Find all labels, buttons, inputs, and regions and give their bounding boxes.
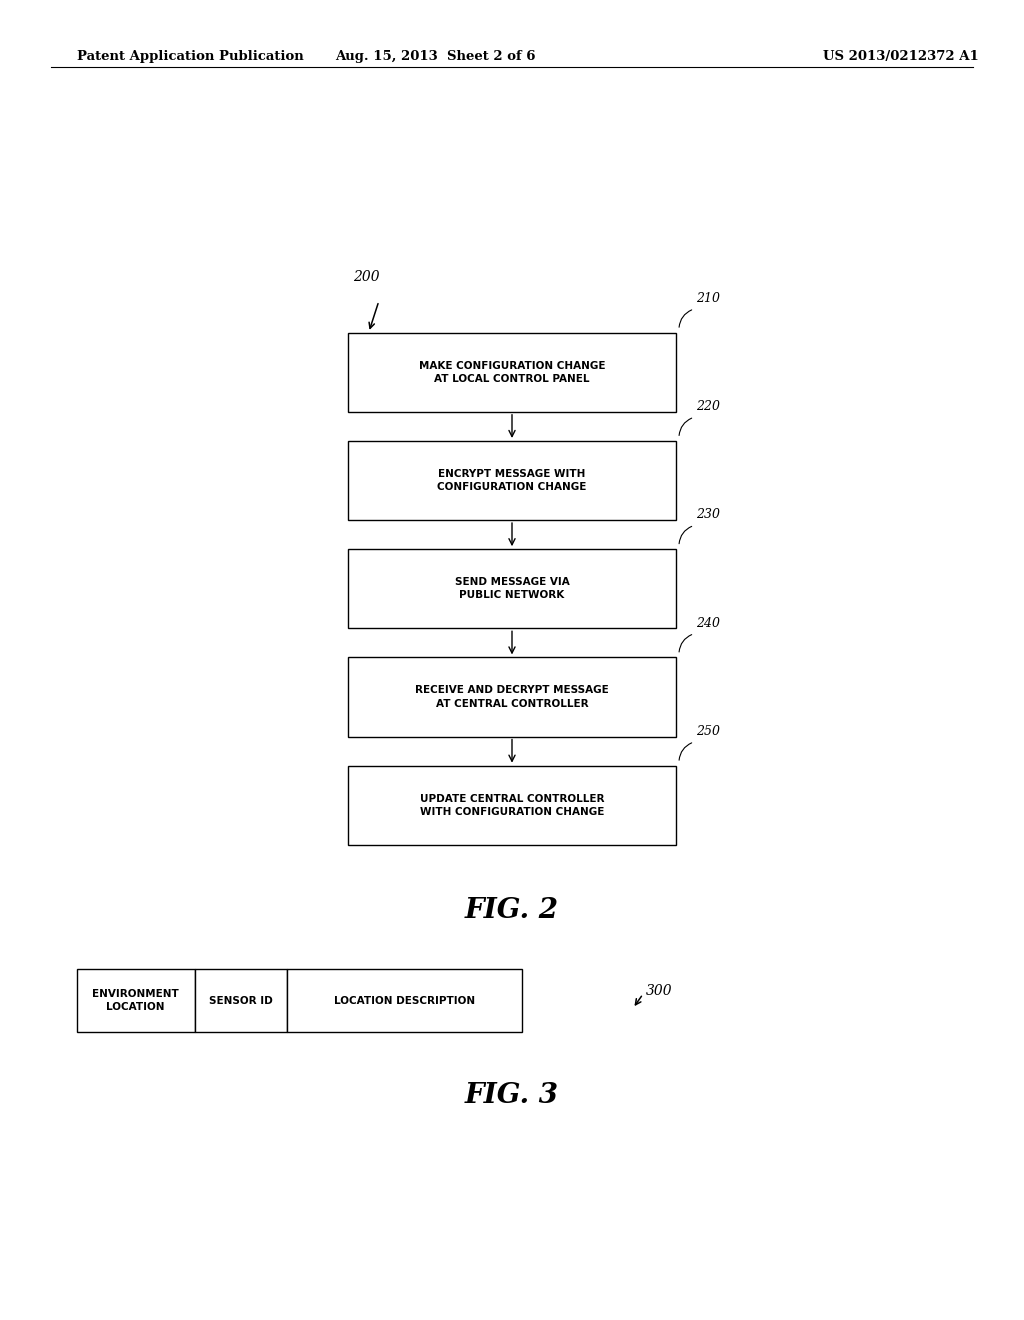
- Text: 230: 230: [696, 508, 720, 521]
- Text: 300: 300: [646, 985, 673, 998]
- Text: US 2013/0212372 A1: US 2013/0212372 A1: [823, 50, 979, 63]
- Text: SEND MESSAGE VIA
PUBLIC NETWORK: SEND MESSAGE VIA PUBLIC NETWORK: [455, 577, 569, 601]
- Text: RECEIVE AND DECRYPT MESSAGE
AT CENTRAL CONTROLLER: RECEIVE AND DECRYPT MESSAGE AT CENTRAL C…: [415, 685, 609, 709]
- Text: 240: 240: [696, 616, 720, 630]
- Text: Aug. 15, 2013  Sheet 2 of 6: Aug. 15, 2013 Sheet 2 of 6: [335, 50, 536, 63]
- Bar: [348, 441, 676, 520]
- Text: MAKE CONFIGURATION CHANGE
AT LOCAL CONTROL PANEL: MAKE CONFIGURATION CHANGE AT LOCAL CONTR…: [419, 360, 605, 384]
- Text: FIG. 2: FIG. 2: [465, 898, 559, 924]
- Bar: [77, 969, 195, 1032]
- Text: LOCATION DESCRIPTION: LOCATION DESCRIPTION: [334, 995, 475, 1006]
- Bar: [287, 969, 522, 1032]
- Text: UPDATE CENTRAL CONTROLLER
WITH CONFIGURATION CHANGE: UPDATE CENTRAL CONTROLLER WITH CONFIGURA…: [420, 793, 604, 817]
- Bar: [348, 766, 676, 845]
- Text: 220: 220: [696, 400, 720, 413]
- Bar: [348, 333, 676, 412]
- Text: FIG. 3: FIG. 3: [465, 1082, 559, 1109]
- Text: 250: 250: [696, 725, 720, 738]
- Text: 200: 200: [353, 271, 380, 284]
- Bar: [195, 969, 287, 1032]
- Bar: [348, 657, 676, 737]
- Text: ENCRYPT MESSAGE WITH
CONFIGURATION CHANGE: ENCRYPT MESSAGE WITH CONFIGURATION CHANG…: [437, 469, 587, 492]
- Text: 210: 210: [696, 292, 720, 305]
- Bar: [348, 549, 676, 628]
- Text: SENSOR ID: SENSOR ID: [209, 995, 272, 1006]
- Text: ENVIRONMENT
LOCATION: ENVIRONMENT LOCATION: [92, 990, 179, 1011]
- Text: Patent Application Publication: Patent Application Publication: [77, 50, 303, 63]
